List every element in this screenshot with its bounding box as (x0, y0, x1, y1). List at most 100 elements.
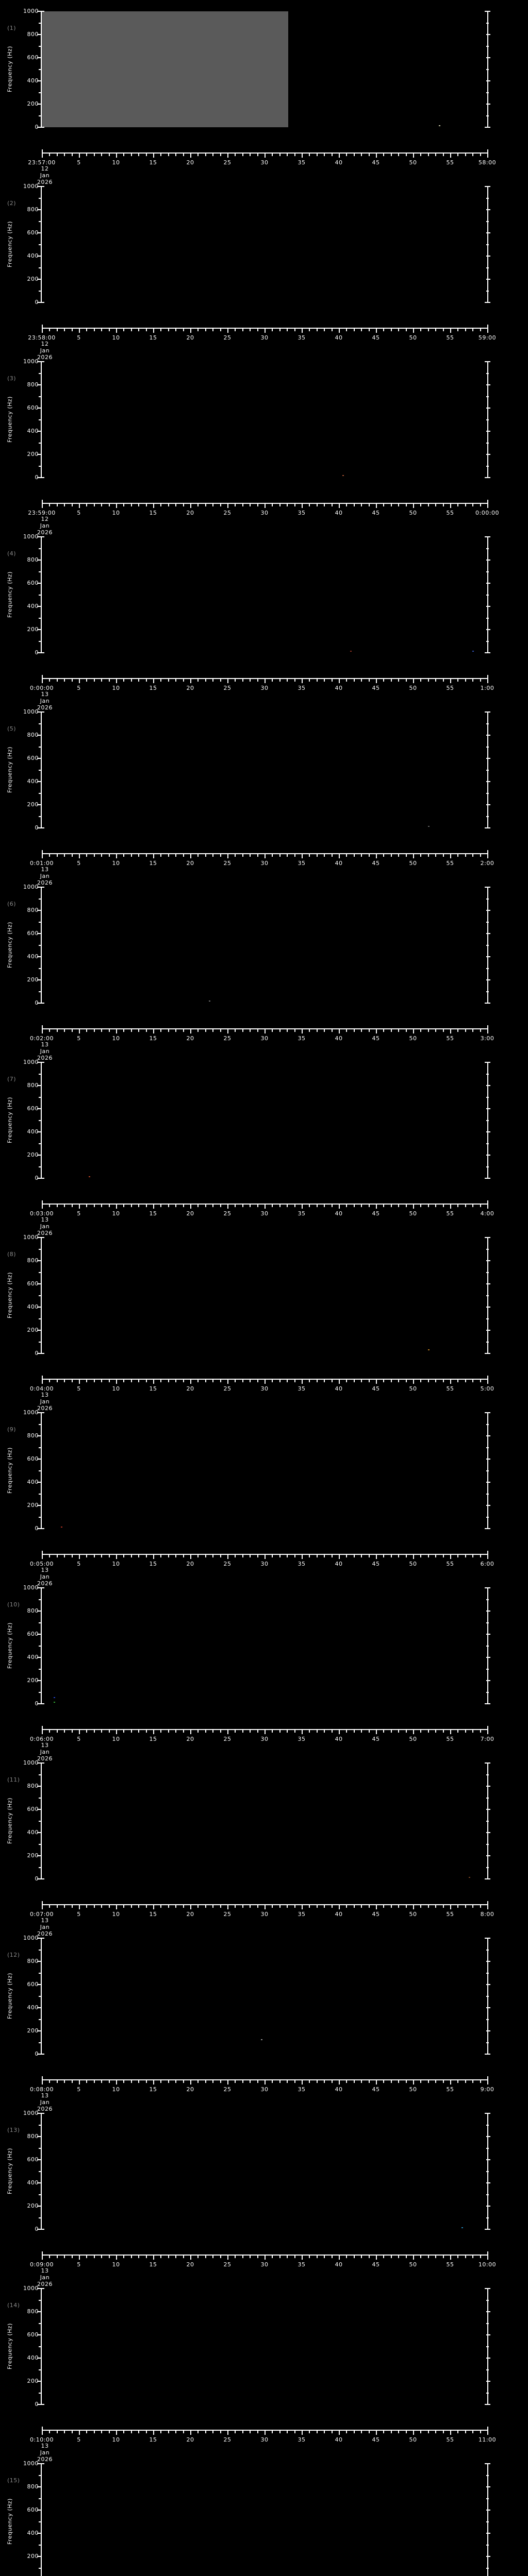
x-tick-label: 45 (372, 1561, 380, 1567)
plot-area[interactable] (42, 2464, 487, 2576)
x-major-tick (153, 679, 154, 683)
x-tick-label: 25 (223, 159, 232, 166)
x-minor-tick (220, 504, 221, 506)
plot-area[interactable] (42, 1413, 487, 1529)
plot-area[interactable] (42, 11, 487, 127)
x-axis-end-label: 10:00 (478, 2261, 497, 2268)
x-minor-tick (257, 2080, 258, 2083)
x-minor-tick (130, 2431, 132, 2433)
plot-area[interactable] (42, 1238, 487, 1353)
y-tick-right (486, 431, 490, 432)
x-tick-label: 10 (112, 1210, 120, 1217)
x-minor-tick (93, 2431, 95, 2433)
x-axis-end-cap (487, 1901, 488, 1905)
x-axis-date-block: 13 Jan 2026 (37, 1567, 53, 1587)
x-minor-tick (257, 1029, 258, 1032)
x-tick-label: 40 (335, 685, 343, 691)
x-minor-tick (316, 2080, 318, 2083)
plot-area[interactable] (42, 1588, 487, 1704)
plot-area[interactable] (42, 887, 487, 1003)
axis-spine-cap (41, 11, 44, 12)
x-minor-tick (145, 1555, 147, 1557)
x-minor-tick (405, 2080, 407, 2083)
x-major-tick (339, 679, 340, 683)
x-tick-label: 25 (223, 1736, 232, 1742)
date-year: 2026 (37, 2106, 53, 2112)
x-minor-tick (442, 2431, 444, 2433)
x-minor-tick (316, 1905, 318, 1908)
x-minor-tick (93, 154, 95, 156)
plot-area[interactable] (42, 187, 487, 302)
x-minor-tick (331, 329, 333, 331)
x-minor-tick (49, 679, 51, 682)
x-minor-tick (324, 1205, 325, 1207)
y-tick-left (37, 1984, 41, 1985)
y-tick-right (486, 302, 490, 303)
x-minor-tick (205, 1380, 206, 1382)
plot-area[interactable] (42, 1938, 487, 2054)
x-minor-tick (138, 1555, 140, 1557)
x-minor-tick (235, 2256, 236, 2258)
x-minor-tick (472, 504, 474, 506)
x-tick-label: 55 (446, 860, 454, 867)
y-tick-left (37, 1062, 41, 1063)
date-month: Jan (40, 347, 50, 354)
y-tick-label: 800 (27, 907, 39, 913)
y-tick-right (486, 2136, 490, 2137)
x-tick-label: 25 (223, 1911, 232, 1918)
plot-area[interactable] (42, 2113, 487, 2229)
x-tick-label: 25 (223, 510, 232, 516)
x-tick-label: 10 (112, 860, 120, 867)
x-minor-tick (331, 2080, 333, 2083)
plot-area[interactable] (42, 362, 487, 478)
plot-area[interactable] (42, 1062, 487, 1178)
y-axis-left-spine (41, 1237, 42, 1354)
y-tick-right (486, 1528, 490, 1529)
y-tick-label: 1000 (23, 1059, 39, 1065)
y-axis-title: Frequency (Hz) (6, 221, 13, 267)
x-minor-tick (197, 1029, 199, 1032)
x-minor-tick (480, 1905, 481, 1908)
plot-area[interactable] (42, 712, 487, 828)
x-major-tick (42, 679, 43, 683)
x-minor-tick (316, 1205, 318, 1207)
date-day: 12 (41, 516, 49, 522)
plot-area[interactable] (42, 1763, 487, 1879)
x-minor-tick (294, 504, 295, 506)
x-minor-tick (108, 1555, 110, 1557)
x-major-tick (116, 1205, 117, 1209)
x-tick-label: 55 (446, 1035, 454, 1042)
x-tick-label: 40 (335, 1911, 343, 1918)
y-tick-label: 1000 (23, 533, 39, 540)
y-tick-label: 400 (27, 603, 39, 609)
x-minor-tick (442, 1029, 444, 1032)
plot-area[interactable] (42, 2289, 487, 2404)
x-tick-label: 5 (77, 159, 81, 166)
y-minor-tick-right (486, 1995, 489, 1997)
x-tick-label: 20 (186, 2261, 194, 2268)
x-tick-label: 20 (186, 1736, 194, 1742)
data-point (461, 2227, 463, 2228)
data-point (209, 1000, 210, 1002)
axis-spine-cap (41, 887, 44, 888)
x-minor-tick (346, 1380, 348, 1382)
y-tick-left (37, 2533, 41, 2534)
y-tick-label: 600 (27, 580, 39, 586)
plot-box: Frequency (Hz) (7, 2463, 490, 2576)
plot-area[interactable] (42, 537, 487, 653)
x-tick-label: 30 (260, 510, 269, 516)
y-tick-label: 0 (35, 124, 39, 130)
x-minor-tick (168, 2080, 169, 2083)
x-major-tick (116, 2431, 117, 2435)
x-minor-tick (383, 1555, 385, 1557)
x-minor-tick (480, 1029, 481, 1032)
y-axis-title: Frequency (Hz) (6, 46, 13, 92)
x-minor-tick (130, 329, 132, 331)
x-major-tick (79, 679, 80, 683)
y-tick-right (486, 34, 490, 35)
x-major-tick (487, 1029, 488, 1033)
x-minor-tick (353, 854, 355, 857)
y-axis-title: Frequency (Hz) (6, 1272, 13, 1318)
x-major-tick (339, 2431, 340, 2435)
